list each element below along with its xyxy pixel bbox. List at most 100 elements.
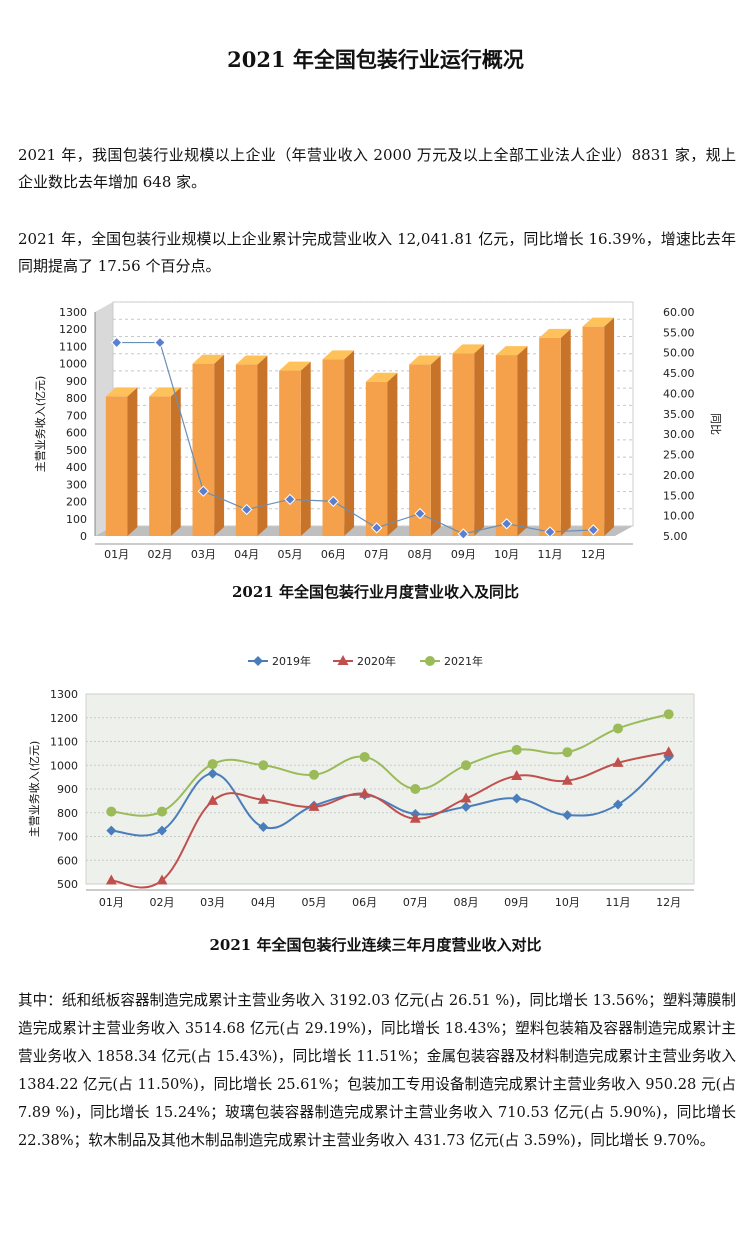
y2-tick-label: 50.00 bbox=[663, 347, 695, 360]
y-tick-label: 1000 bbox=[50, 759, 78, 772]
bar-side bbox=[214, 354, 225, 536]
bar-top bbox=[452, 344, 485, 354]
y-tick-label: 500 bbox=[66, 444, 87, 457]
y-tick-label: 800 bbox=[57, 807, 78, 820]
y-tick-label: 900 bbox=[57, 783, 78, 796]
marker-circle bbox=[359, 751, 370, 762]
marker-diamond bbox=[106, 825, 117, 836]
bar-top bbox=[495, 346, 528, 356]
yoy-point bbox=[327, 495, 340, 508]
revenue-paragraph: 2021 年，全国包装行业规模以上企业累计完成营业收入 12,041.81 亿元… bbox=[18, 230, 736, 275]
line-chart-caption: 2021 年全国包装行业连续三年月度营业收入对比 bbox=[209, 936, 542, 954]
y-tick-label: 700 bbox=[57, 831, 78, 844]
y-tick-label: 1200 bbox=[59, 323, 87, 336]
y-tick-label: 500 bbox=[57, 878, 78, 891]
marker-triangle bbox=[409, 812, 421, 823]
bar-top bbox=[409, 355, 441, 365]
marker-triangle bbox=[460, 792, 472, 803]
x-tick-label: 03月 bbox=[191, 548, 216, 561]
yoy-point bbox=[587, 524, 600, 536]
bar-side bbox=[257, 355, 268, 536]
marker-triangle bbox=[612, 756, 624, 767]
marker-circle bbox=[663, 709, 674, 720]
bar-top bbox=[149, 387, 181, 397]
series-2021年 bbox=[106, 709, 674, 817]
bar-front bbox=[105, 396, 128, 536]
y2-tick-label: 35.00 bbox=[663, 408, 695, 421]
y-tick-label: 0 bbox=[80, 530, 87, 543]
y2-tick-label: 15.00 bbox=[663, 489, 695, 502]
x-tick-label: 12月 bbox=[581, 548, 606, 561]
marker-triangle bbox=[156, 874, 168, 885]
bar-front bbox=[495, 355, 518, 536]
legend-label: 2019年 bbox=[272, 654, 311, 668]
marker-diamond bbox=[253, 656, 263, 666]
bar bbox=[322, 350, 355, 536]
legend-label: 2020年 bbox=[357, 654, 396, 668]
bar bbox=[495, 346, 528, 536]
intro-paragraph: 2021 年，我国包装行业规模以上企业（年营业收入 2000 万元及以上全部工业… bbox=[18, 146, 736, 191]
bar bbox=[582, 317, 615, 536]
y-tick-label: 900 bbox=[66, 375, 87, 388]
marker-diamond bbox=[207, 768, 218, 779]
marker-circle bbox=[410, 784, 421, 794]
bar-side bbox=[517, 346, 528, 536]
bar-top bbox=[365, 372, 398, 382]
marker-triangle bbox=[257, 793, 269, 804]
legend-entry: 2020年 bbox=[333, 654, 396, 668]
x-tick-label: 10月 bbox=[555, 896, 580, 909]
y-tick-label: 800 bbox=[66, 392, 87, 405]
x-tick-label: 08月 bbox=[454, 896, 479, 909]
bar-front bbox=[582, 326, 605, 536]
x-tick-label: 09月 bbox=[504, 896, 529, 909]
marker-diamond bbox=[562, 810, 573, 821]
y-tick-label: 200 bbox=[66, 496, 87, 509]
bar-side bbox=[560, 328, 571, 536]
x-tick-label: 12月 bbox=[656, 896, 681, 909]
x-tick-label: 09月 bbox=[451, 548, 476, 561]
y-tick-label: 1200 bbox=[50, 712, 78, 725]
x-tick-label: 04月 bbox=[251, 896, 276, 909]
x-tick-label: 11月 bbox=[538, 548, 563, 561]
x-tick-label: 10月 bbox=[494, 548, 519, 561]
marker-diamond bbox=[613, 799, 623, 810]
bar-side bbox=[474, 344, 485, 536]
marker-circle bbox=[613, 723, 623, 734]
y-tick-label: 700 bbox=[66, 409, 87, 422]
bar bbox=[409, 355, 441, 536]
bar-top bbox=[105, 387, 138, 397]
y-tick-label: 1000 bbox=[59, 358, 87, 371]
bar-side bbox=[430, 355, 441, 536]
bar bbox=[539, 328, 571, 536]
y-tick-label: 1100 bbox=[59, 340, 87, 353]
y2-tick-label: 40.00 bbox=[663, 387, 695, 400]
yoy-line bbox=[116, 341, 594, 535]
y-tick-label: 600 bbox=[66, 427, 87, 440]
bar bbox=[452, 344, 485, 536]
bar-side bbox=[387, 372, 398, 536]
yoy-point bbox=[240, 503, 253, 516]
bar-front bbox=[192, 363, 215, 536]
bar-front bbox=[149, 396, 171, 536]
marker-circle bbox=[425, 656, 435, 666]
marker-circle bbox=[562, 747, 573, 758]
bar-front bbox=[409, 364, 431, 536]
breakdown-paragraph: 其中：纸和纸板容器制造完成累计主营业务收入 3192.03 亿元(占 26.51… bbox=[18, 992, 736, 1149]
y-tick-label: 1300 bbox=[59, 306, 87, 319]
marker-triangle bbox=[511, 769, 523, 780]
marker-triangle bbox=[561, 774, 573, 785]
marker-triangle bbox=[207, 794, 219, 805]
bar-side bbox=[604, 317, 615, 536]
bar-chart-caption: 2021 年全国包装行业月度营业收入及同比 bbox=[232, 583, 519, 601]
y-tick-label: 100 bbox=[66, 513, 87, 526]
marker-diamond bbox=[511, 793, 522, 804]
yoy-point bbox=[197, 485, 210, 497]
bar-top bbox=[279, 361, 311, 371]
page-title: 2021 年全国包装行业运行概况 bbox=[227, 47, 524, 72]
marker-triangle bbox=[337, 655, 349, 665]
bar bbox=[365, 372, 398, 536]
x-tick-label: 07月 bbox=[403, 896, 428, 909]
yoy-point bbox=[500, 518, 513, 530]
bar-front bbox=[452, 353, 475, 536]
bar-top bbox=[192, 354, 225, 364]
